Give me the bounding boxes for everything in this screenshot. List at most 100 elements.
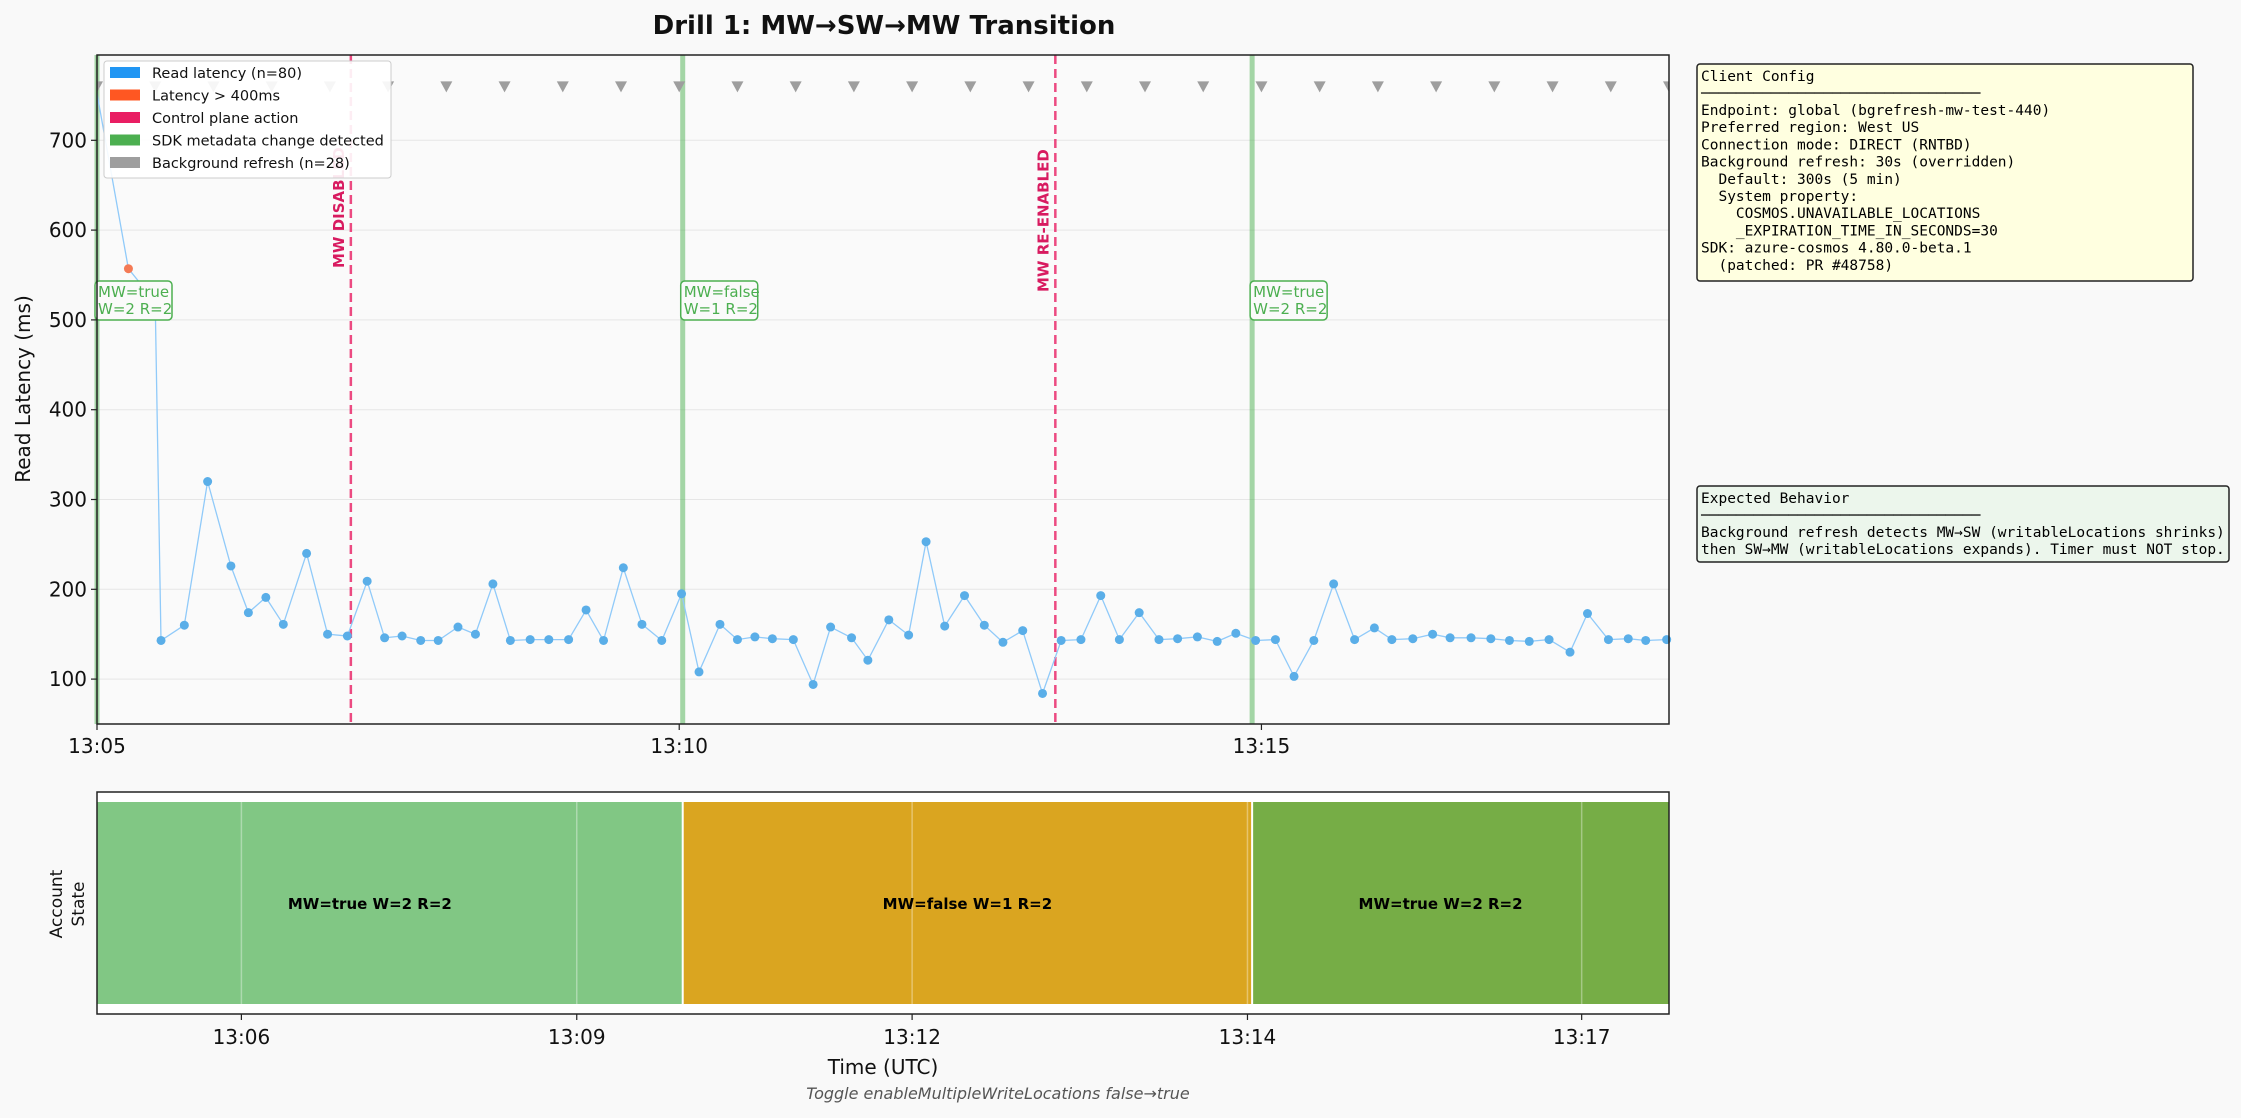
client-config-line: _EXPIRATION_TIME_IN_SECONDS=30 [1701, 223, 1998, 239]
background-refresh-marker [1022, 81, 1035, 93]
latency-point [1309, 635, 1319, 645]
latency-point [581, 605, 591, 615]
y-tick-label: 400 [49, 398, 87, 422]
latency-line [97, 89, 1667, 696]
state-labels: MW=true W=2 R=2 MW=false W=1 R=2 MW=true W… [288, 895, 1523, 913]
latency-point [732, 635, 742, 645]
latency-point [544, 635, 554, 645]
latency-point [243, 608, 253, 618]
sdk-change-label-line2: W=2 R=2 [98, 300, 172, 318]
legend-entry: SDK metadata change detected [152, 134, 384, 150]
client-config-box: Client Config ──────────────────────────… [1696, 63, 2194, 282]
background-refresh-marker [1546, 81, 1559, 93]
client-config-divider: ──────────────────────────────── [1700, 86, 1981, 102]
latency-point [884, 615, 894, 625]
latency-point [1603, 635, 1613, 645]
sdk-change-label-line2: W=1 R=2 [684, 300, 758, 318]
latency-grid [97, 139, 1669, 680]
x-tick-label: 13:05 [68, 734, 126, 758]
latency-point [979, 620, 989, 630]
legend-swatch [110, 89, 140, 101]
latency-point [1445, 633, 1455, 643]
background-refresh-marker [1139, 81, 1151, 93]
timeline-frame [96, 791, 1670, 1015]
latency-point [637, 619, 647, 629]
background-refresh-marker [1255, 81, 1268, 93]
expected-behavior-line: then SW→MW (writableLocations expands). … [1701, 542, 2225, 558]
background-refresh-marker [440, 81, 453, 93]
state-segment [682, 802, 1253, 1004]
latency-point [657, 635, 667, 645]
state-label: MW=true W=2 R=2 [1359, 895, 1523, 913]
y-tick-label: 700 [49, 128, 87, 152]
background-refresh-marker [97, 81, 103, 93]
latency-point [1350, 635, 1360, 645]
latency-point [1524, 636, 1534, 646]
latency-point [788, 635, 798, 645]
latency-point [1565, 647, 1575, 657]
latency-point [1329, 579, 1339, 589]
latency-point [618, 563, 628, 573]
timeline-tick-label: 13:12 [883, 1025, 941, 1049]
latency-point [808, 679, 818, 689]
latency-y-label: Read Latency (ms) [11, 295, 35, 483]
latency-point [599, 635, 609, 645]
latency-point [1134, 608, 1144, 618]
latency-point [1076, 635, 1086, 645]
background-refresh-marker [906, 81, 919, 93]
background-refresh-marker [556, 81, 569, 93]
latency-point [226, 561, 236, 571]
client-config-line: SDK: azure-cosmos 4.80.0-beta.1 [1701, 241, 1972, 257]
legend-entry: Control plane action [152, 111, 299, 127]
footnote: Toggle enableMultipleWriteLocations fals… [806, 1084, 1190, 1103]
timeline-tick-label: 13:09 [548, 1025, 606, 1049]
state-segment [1252, 802, 1669, 1004]
latency-line-path [97, 89, 1667, 696]
legend: Read latency (n=80) Latency > 400ms Contro… [103, 60, 392, 179]
latency-point [1056, 635, 1066, 645]
client-config-line: (patched: PR #48758) [1701, 258, 1893, 274]
sdk-change-label-line2: W=2 R=2 [1253, 300, 1327, 318]
background-refresh-marker [1663, 81, 1669, 93]
latency-point [362, 576, 372, 586]
x-tick-label: 13:15 [1233, 734, 1291, 758]
expected-behavior-frame [1696, 485, 2230, 563]
latency-point [179, 620, 189, 630]
latency-point [1369, 623, 1379, 633]
sdk-change-label-box [1249, 280, 1328, 321]
legend-box [103, 60, 392, 179]
background-refresh-marker [1371, 81, 1384, 93]
latency-plot-frame [96, 54, 1670, 725]
latency-point [694, 667, 704, 677]
latency-point [302, 548, 312, 558]
high-latency-point [123, 264, 133, 274]
latency-point [278, 619, 288, 629]
latency-point [261, 592, 271, 602]
control-plane-label: MW RE-ENABLED [1034, 149, 1052, 292]
latency-point [1096, 591, 1106, 601]
latency-point [904, 630, 914, 640]
timeline-x-ticks: 13:06 13:09 13:12 13:14 13:17 [213, 1014, 1610, 1049]
background-refresh-marker [964, 81, 977, 93]
background-refresh-marker [1313, 81, 1326, 93]
background-refresh-marker [673, 81, 686, 93]
latency-point [488, 579, 498, 589]
latency-point [397, 631, 407, 641]
latency-point [416, 635, 426, 645]
expected-behavior-title: Expected Behavior [1701, 491, 1850, 507]
y-tick-label: 500 [49, 308, 87, 332]
background-refresh-marker [1488, 81, 1501, 93]
client-config-line: Connection mode: DIRECT (RNTBD) [1701, 137, 1972, 153]
latency-point [998, 637, 1008, 647]
latency-point [505, 635, 515, 645]
background-refresh-marker [789, 81, 802, 93]
timeline-y-label-line2: State [69, 882, 89, 927]
latency-point [1289, 671, 1299, 681]
client-config-line: System property: [1701, 189, 1858, 205]
legend-swatch [110, 67, 140, 78]
latency-point [1623, 634, 1633, 644]
latency-point [203, 477, 213, 487]
latency-point [1114, 635, 1124, 645]
latency-points [123, 264, 1672, 698]
account-state-timeline: MW=true W=2 R=2 MW=false W=1 R=2 MW=true W… [47, 791, 1670, 1103]
